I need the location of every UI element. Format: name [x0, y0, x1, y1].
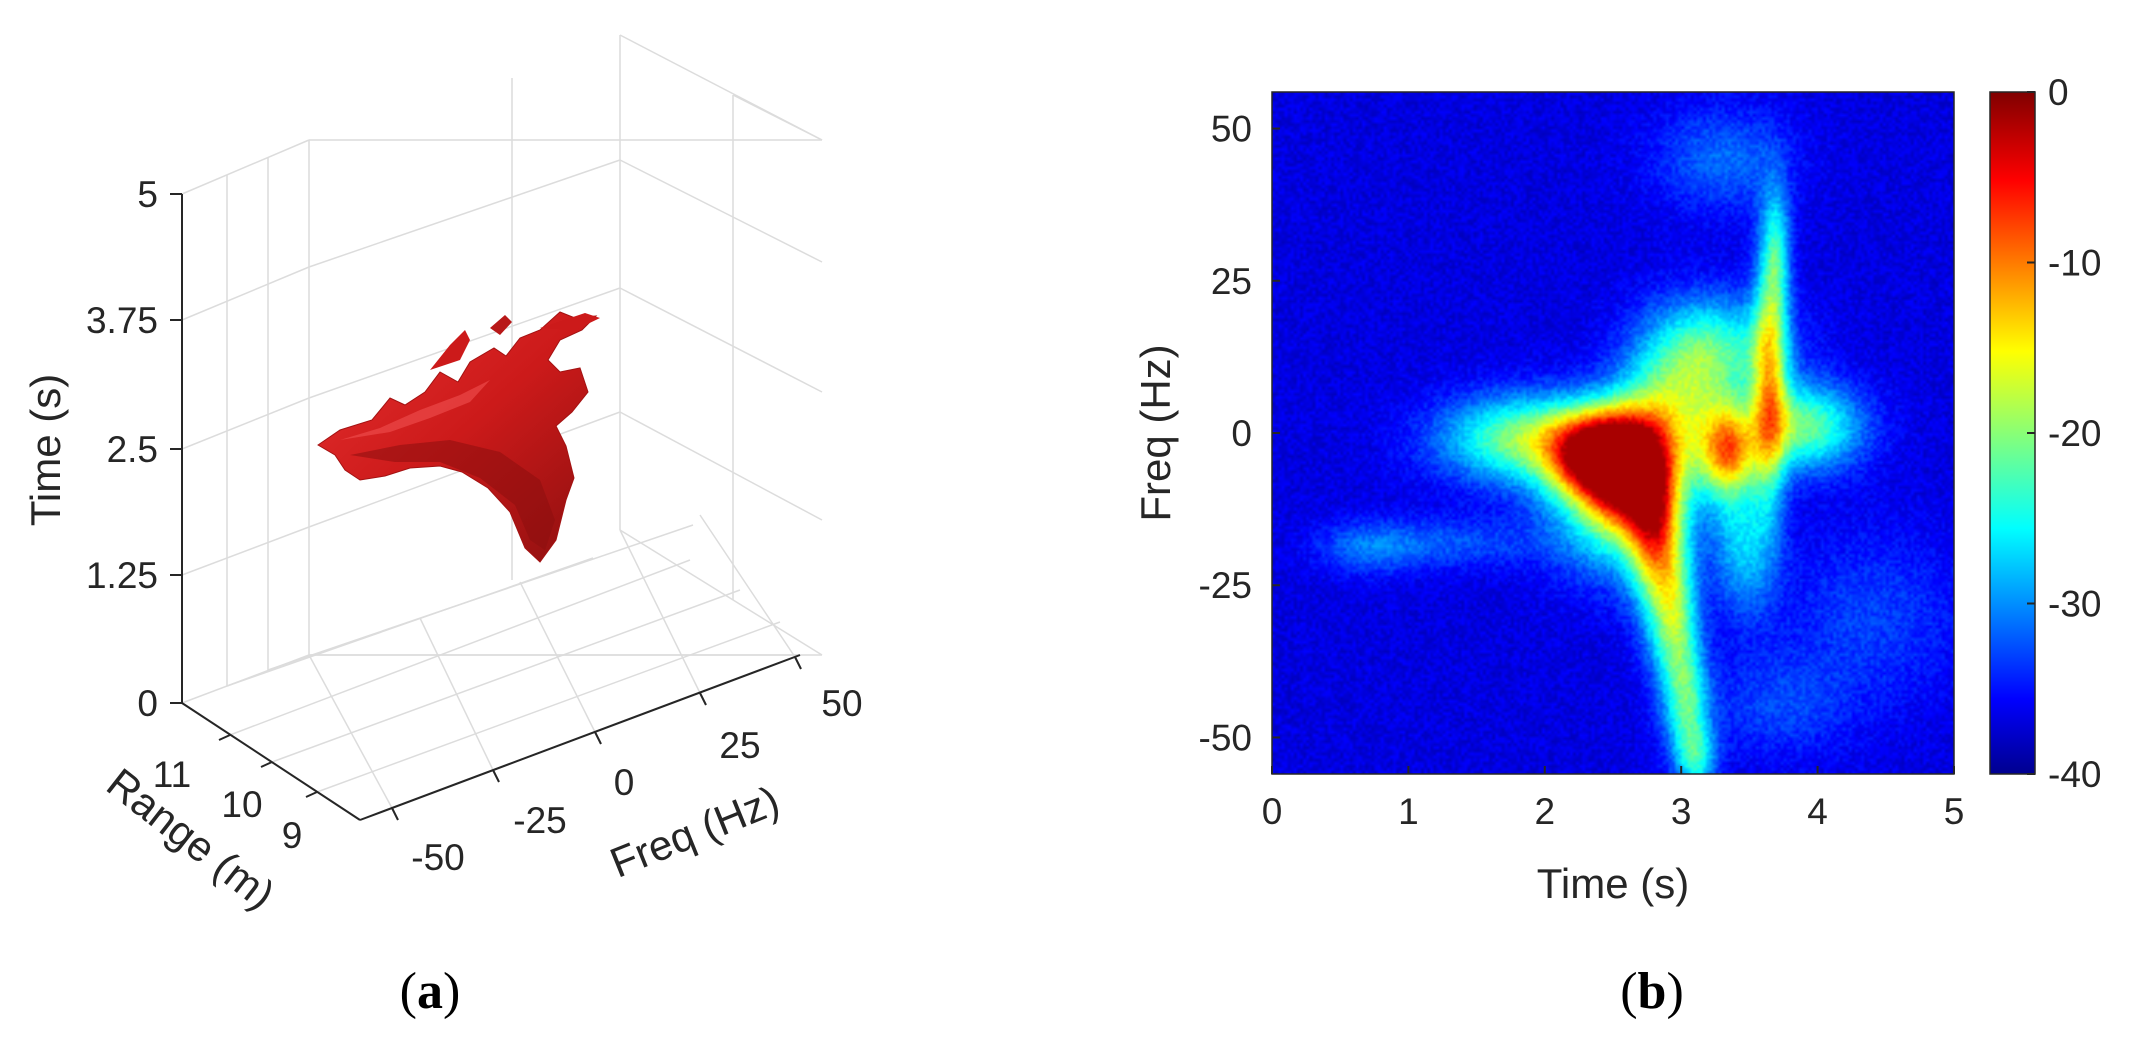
panel-a-z-ticklabels: 0 1.25 2.5 3.75 5 — [86, 174, 158, 724]
colorbar-tick-label: -20 — [2048, 413, 2101, 454]
x-tick-label: 3 — [1671, 791, 1692, 832]
colorbar-ticks — [2027, 91, 2035, 775]
isosurface-fragment — [490, 315, 512, 335]
x-tick-label: 2 — [1535, 791, 1556, 832]
z-tick-label: 0 — [137, 683, 158, 724]
y-tick-label: -50 — [1199, 717, 1252, 758]
panel-a-ticks — [170, 193, 802, 821]
y-tick-label: 50 — [1211, 109, 1252, 150]
heatmap-image — [1272, 92, 1954, 774]
x-tick-label: -25 — [513, 800, 566, 841]
z-tick-label: 2.5 — [107, 429, 158, 470]
panel-b-heatmap-plot: 0 1 2 3 4 5 50 25 0 -25 -50 Time (s) Freq (Hz) 0 -… — [1132, 72, 2101, 1020]
panel-a-label: (a) — [400, 963, 461, 1020]
isosurface-spike — [430, 330, 470, 370]
panel-a-x-ticklabels: -50 -25 0 25 50 — [411, 683, 862, 878]
panel-a-grid — [181, 34, 823, 821]
panel-a-y-ticklabels: 9 10 11 — [153, 754, 303, 856]
y-tick-label: 9 — [282, 815, 303, 856]
colorbar-tick-label: 0 — [2048, 72, 2069, 113]
panel-b-xlabel: Time (s) — [1537, 860, 1689, 907]
panel-b-y-ticklabels: 50 25 0 -25 -50 — [1199, 109, 1252, 759]
x-tick-label: -50 — [411, 837, 464, 878]
x-tick-label: 5 — [1944, 791, 1965, 832]
colorbar-tick-label: -10 — [2048, 243, 2101, 284]
isosurface-tip — [540, 313, 600, 330]
x-tick-label: 25 — [719, 725, 760, 766]
x-tick-label: 4 — [1807, 791, 1828, 832]
y-tick-label: 0 — [1231, 413, 1252, 454]
x-tick-label: 1 — [1398, 791, 1419, 832]
colorbar-tick-label: -30 — [2048, 584, 2101, 625]
panel-a-isosurface — [317, 311, 600, 563]
isosurface-ridge — [350, 440, 555, 550]
x-tick-label: 50 — [821, 683, 862, 724]
panel-a-zlabel: Time (s) — [22, 374, 69, 526]
y-tick-label: -25 — [1199, 565, 1252, 606]
panel-a-3d-plot: 0 1.25 2.5 3.75 5 -50 -25 0 25 50 9 10 1… — [22, 34, 863, 1020]
y-tick-label: 10 — [221, 784, 262, 825]
colorbar-tick-label: -40 — [2048, 754, 2101, 795]
x-tick-label: 0 — [1262, 791, 1283, 832]
z-tick-label: 1.25 — [86, 555, 158, 596]
panel-b-label: (b) — [1620, 963, 1684, 1020]
colorbar-tick-labels: 0 -10 -20 -30 -40 — [2048, 72, 2101, 795]
x-tick-label: 0 — [614, 762, 635, 803]
z-tick-label: 3.75 — [86, 300, 158, 341]
panel-b-ticks — [1271, 127, 1955, 774]
z-tick-label: 5 — [137, 174, 158, 215]
panel-b-ylabel: Freq (Hz) — [1132, 344, 1179, 521]
panel-b-x-ticklabels: 0 1 2 3 4 5 — [1262, 791, 1965, 832]
y-tick-label: 11 — [153, 754, 191, 795]
y-tick-label: 25 — [1211, 261, 1252, 302]
panel-a-axes — [181, 194, 801, 821]
